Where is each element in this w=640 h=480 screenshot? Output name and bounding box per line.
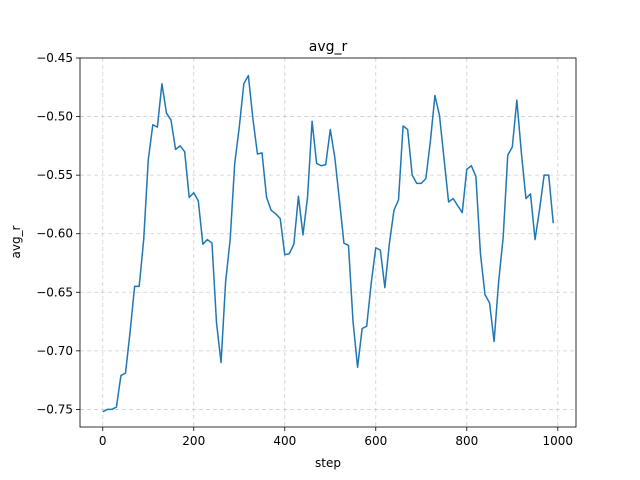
y-tick-label: −0.75 bbox=[36, 402, 73, 416]
y-tick-label: −0.65 bbox=[36, 285, 73, 299]
x-tick-label: 200 bbox=[182, 434, 205, 448]
series-line bbox=[102, 74, 554, 413]
axis-ticks: 0 200 400 600 800 1000 −0.75 −0.70 −0.65 −0.60 −0.… bbox=[36, 51, 573, 448]
x-tick-label: 600 bbox=[364, 434, 387, 448]
chart-title: avg_r bbox=[309, 39, 348, 55]
y-tick-label: −0.50 bbox=[36, 110, 73, 124]
x-tick-label: 0 bbox=[99, 434, 107, 448]
y-tick-label: −0.70 bbox=[36, 344, 73, 358]
x-axis-label: step bbox=[315, 456, 341, 470]
y-axis-label: avg_r bbox=[9, 225, 23, 258]
x-tick-label: 1000 bbox=[543, 434, 574, 448]
plot-frame bbox=[79, 57, 577, 428]
x-tick-label: 800 bbox=[455, 434, 478, 448]
x-tick-label: 400 bbox=[273, 434, 296, 448]
y-tick-label: −0.60 bbox=[36, 227, 73, 241]
grid bbox=[80, 57, 576, 427]
y-tick-label: −0.45 bbox=[36, 51, 73, 65]
y-tick-label: −0.55 bbox=[36, 168, 73, 182]
